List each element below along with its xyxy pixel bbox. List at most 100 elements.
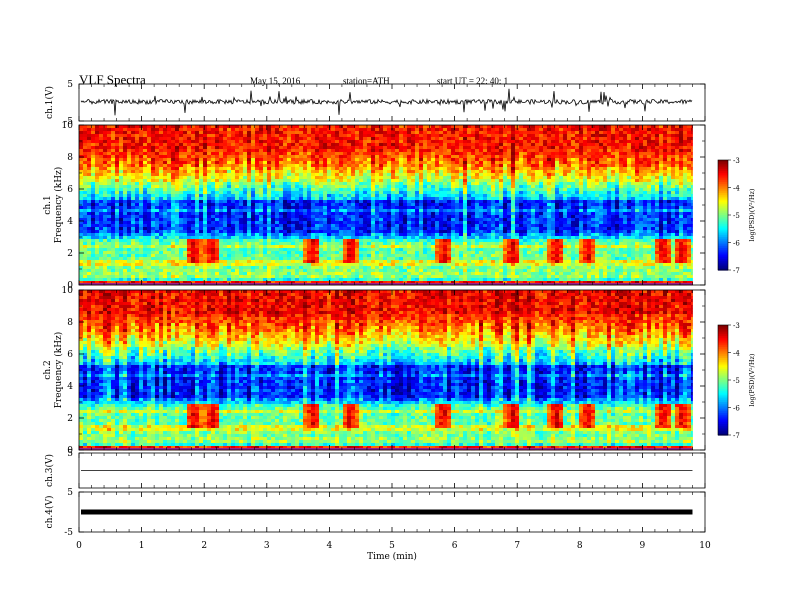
ch1-spectrogram-cell <box>191 215 196 219</box>
ch1-spectrogram-cell <box>179 128 184 132</box>
ch1-spectrogram-cell <box>479 128 484 132</box>
ch1-spectrogram-cell <box>267 188 272 192</box>
ch1-spectrogram-cell <box>163 173 168 177</box>
ch1-spectrogram-cell <box>211 158 216 162</box>
ch1-spectrogram-cell <box>359 155 364 159</box>
ch1-spectrogram-cell <box>671 209 676 213</box>
ch1-spectrogram-cell <box>183 137 188 141</box>
ch1-spectrogram-cell <box>683 203 688 207</box>
ch1-spectrogram-cell <box>307 128 312 132</box>
ch1-spectrogram-cell <box>663 158 668 162</box>
ch1-spectrogram-cell <box>167 137 172 141</box>
ch1-spectrogram-cell <box>175 209 180 213</box>
ch1-spectrogram-cell <box>511 188 516 192</box>
ch1-spectrogram-cell <box>147 131 152 135</box>
ch1-spectrogram-cell <box>251 137 256 141</box>
ch1-spectrogram-cell <box>191 140 196 144</box>
ch1-spectrogram-cell <box>299 218 304 222</box>
ch1-spectrogram-cell <box>215 203 220 207</box>
ch1-spectrogram-cell <box>291 197 296 201</box>
ch1-spectrogram-cell <box>235 128 240 132</box>
ch1-spectrogram-cell <box>659 203 664 207</box>
ch1-spectrogram-cell <box>515 152 520 156</box>
ch1-spectrogram-cell <box>447 200 452 204</box>
ch1-spectrogram-cell <box>591 206 596 210</box>
ch1-spectrogram-cell <box>183 167 188 171</box>
ch1-spectrogram-cell <box>655 215 660 219</box>
ch1-spectrogram-cell <box>79 197 84 201</box>
ch1-spectrogram-cell <box>395 167 400 171</box>
ch1-spectrogram-cell <box>179 209 184 213</box>
ch1-spectrogram-cell <box>267 143 272 147</box>
ch1-spectrogram-cell <box>607 128 612 132</box>
ch1-spectrogram-cell <box>515 146 520 150</box>
ch1-spectrogram-cell <box>103 167 108 171</box>
ch1-spectrogram-cell <box>451 188 456 192</box>
ch1-spectrogram-cell <box>595 212 600 216</box>
ch1-spectrogram-cell <box>367 197 372 201</box>
ch1-spectrogram-cell <box>543 215 548 219</box>
ch1-spectrogram-cell <box>507 128 512 132</box>
ch1-spectrogram-cell <box>559 194 564 198</box>
ch1-spectrogram-cell <box>339 125 344 129</box>
ch1-spectrogram-cell <box>131 176 136 180</box>
ch1-spectrogram-cell <box>139 185 144 189</box>
ch1-spectrogram-cell <box>83 149 88 153</box>
ch1-spectrogram-cell <box>467 152 472 156</box>
ch1-spectrogram-cell <box>659 179 664 183</box>
ch1-spectrogram-cell <box>255 149 260 153</box>
ch1-spectrogram-cell <box>403 164 408 168</box>
ch1-spectrogram-cell <box>583 188 588 192</box>
ch1-spectrogram-cell <box>379 149 384 153</box>
ch1-spectrogram-cell <box>639 209 644 213</box>
ch1-spectrogram-cell <box>183 206 188 210</box>
ch1-spectrogram-cell <box>691 170 693 174</box>
ch1-spectrogram-cell <box>371 182 376 186</box>
ch1-spectrogram-cell <box>347 164 352 168</box>
ch1-spectrogram-cell <box>619 188 624 192</box>
ch1-spectrogram-cell <box>443 146 448 150</box>
ch1-spectrogram-cell <box>499 131 504 135</box>
ch1-spectrogram-cell <box>459 131 464 135</box>
ch1-spectrogram-cell <box>567 185 572 189</box>
ch1-spectrogram-cell <box>119 185 124 189</box>
ch1-spectrogram-cell <box>91 137 96 141</box>
ch1-spectrogram-cell <box>279 128 284 132</box>
ch1-spectrogram-cell <box>111 164 116 168</box>
ch1-spectrogram-cell <box>107 149 112 153</box>
ch1-spectrogram-cell <box>299 137 304 141</box>
ch1-spectrogram-cell <box>259 161 264 165</box>
ch1-spectrogram-cell <box>595 140 600 144</box>
ch1-spectrogram-cell <box>123 185 128 189</box>
ch1-spectrogram-cell <box>103 125 108 129</box>
ch1-spectrogram-cell <box>91 221 96 225</box>
ch1-spectrogram-cell <box>79 158 84 162</box>
ch1-spectrogram-cell <box>627 215 632 219</box>
ch1-spectrogram-cell <box>271 140 276 144</box>
ch1-spectrogram-cell <box>239 164 244 168</box>
ch1-spectrogram-cell <box>523 182 528 186</box>
ch1-spectrogram-cell <box>623 203 628 207</box>
ch1-spectrogram-cell <box>519 188 524 192</box>
ch1-spectrogram-cell <box>655 152 660 156</box>
ch1-spectrogram-cell <box>279 182 284 186</box>
ch1-spectrogram-cell <box>595 179 600 183</box>
ch1-spectrogram-cell <box>587 203 592 207</box>
ch1-spectrogram-cell <box>267 146 272 150</box>
ch1-spectrogram-cell <box>131 170 136 174</box>
ch1-spectrogram-cell <box>259 131 264 135</box>
ch1-spectrogram-cell <box>87 140 92 144</box>
ch1-spectrogram-cell <box>275 221 280 225</box>
ch1-spectrogram-cell <box>427 185 432 189</box>
ch1-spectrogram-cell <box>371 173 376 177</box>
ch1-spectrogram-cell <box>155 149 160 153</box>
ch1-spectrogram-cell <box>271 161 276 165</box>
ch1-spectrogram-cell <box>187 128 192 132</box>
ch1-spectrogram-cell <box>651 149 656 153</box>
ch1-spectrogram-cell <box>599 188 604 192</box>
ch1-spectrogram-cell <box>159 179 164 183</box>
ch1-spectrogram-cell <box>127 209 132 213</box>
ch1-spectrogram-cell <box>691 191 693 195</box>
ch1-spectrogram-cell <box>599 170 604 174</box>
ch1-spectrogram-cell <box>691 215 693 219</box>
